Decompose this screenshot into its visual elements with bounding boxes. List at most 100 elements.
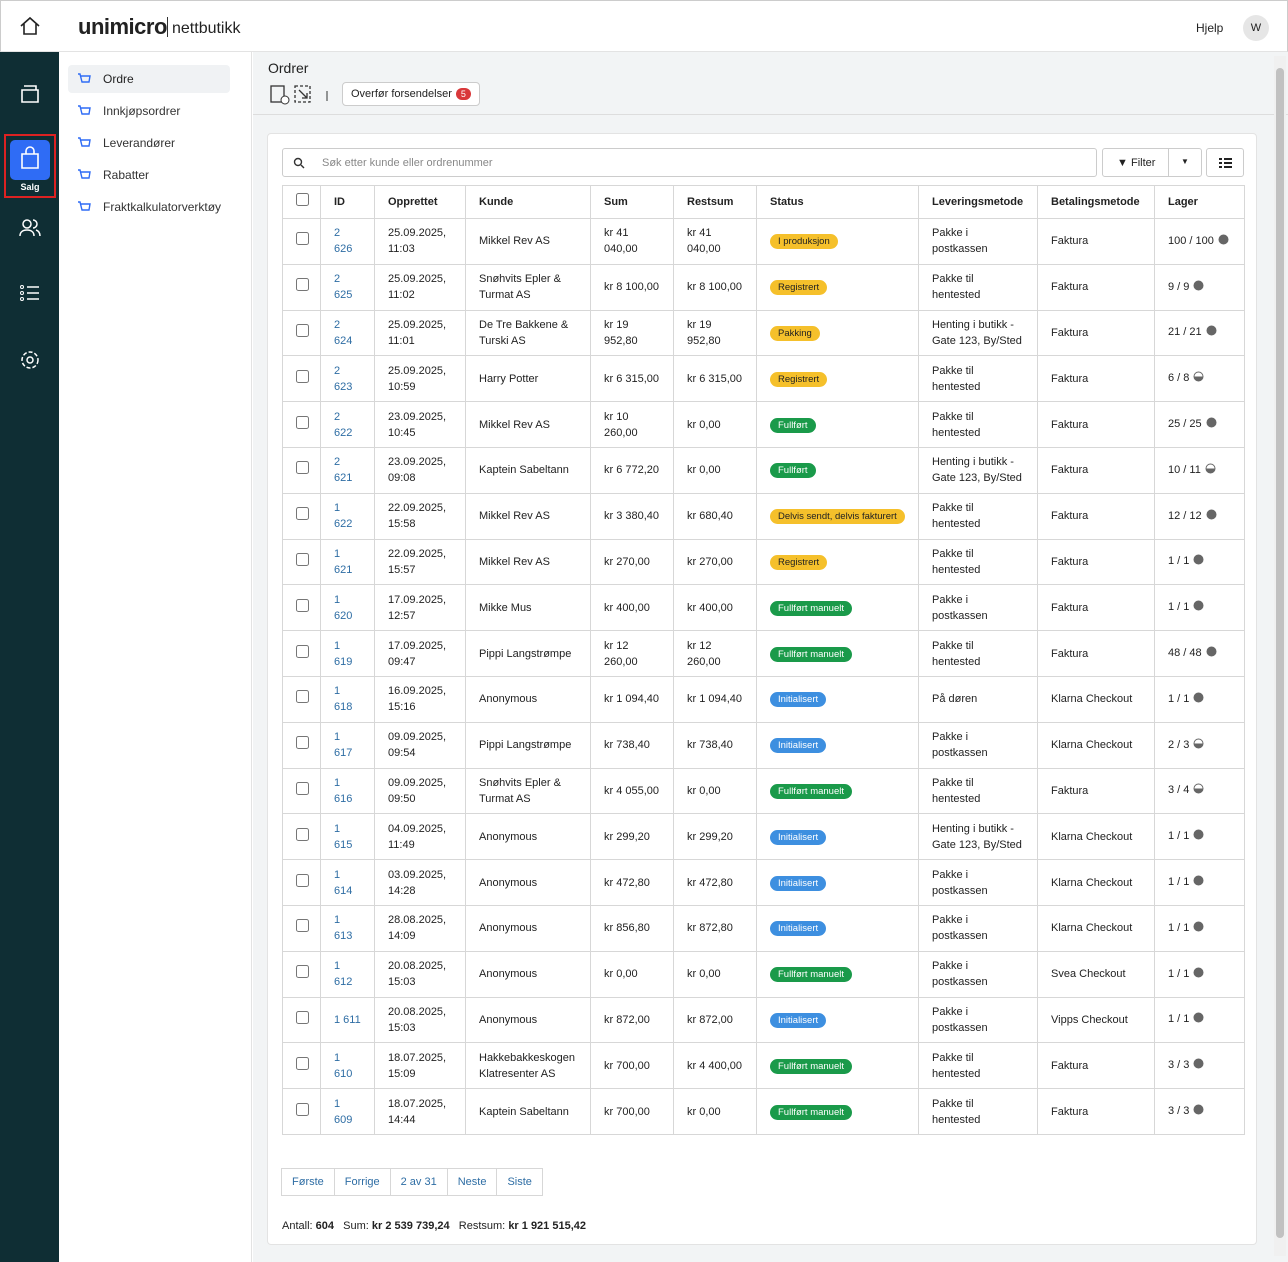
row-select[interactable] bbox=[282, 859, 321, 906]
status-badge: Registrert bbox=[770, 371, 828, 387]
id[interactable]: 1 615 bbox=[334, 822, 353, 851]
column-header[interactable]: Status bbox=[756, 185, 919, 219]
order-row[interactable]: 1 620 17.09.2025, 12:57 Mikke Mus kr 400,00… bbox=[282, 584, 1245, 632]
id[interactable]: 2 625 bbox=[334, 273, 353, 302]
id[interactable]: 1 622 bbox=[334, 502, 353, 531]
id[interactable]: 1 612 bbox=[334, 960, 353, 989]
order-row[interactable]: 2 625 25.09.2025, 11:02 Snøhvits Epler & T… bbox=[282, 263, 1245, 311]
row-select[interactable] bbox=[282, 813, 321, 861]
id[interactable]: 1 617 bbox=[334, 731, 353, 760]
row-select[interactable] bbox=[282, 401, 321, 448]
order-row[interactable]: 1 611 20.08.2025, 15:03 Anonymous kr 872,00… bbox=[282, 996, 1245, 1044]
column-header[interactable]: Leveringsmetode bbox=[918, 185, 1038, 219]
rail-icon[interactable] bbox=[18, 82, 42, 106]
rail-icon[interactable] bbox=[18, 216, 42, 240]
nav-item[interactable]: Fraktkalkulatorverktøy bbox=[68, 193, 230, 221]
help-link[interactable]: Hjelp bbox=[1196, 21, 1224, 35]
order-row[interactable]: 1 617 09.09.2025, 09:54 Pippi Langstrømpe k… bbox=[282, 721, 1245, 769]
sum: kr 400,00 bbox=[604, 601, 650, 614]
order-row[interactable]: 2 622 23.09.2025, 10:45 Mikkel Rev AS kr 10… bbox=[282, 401, 1245, 448]
rail-icon[interactable] bbox=[18, 348, 42, 372]
id[interactable]: 1 620 bbox=[334, 593, 353, 622]
cell-sum: kr 3 380,40 bbox=[590, 492, 674, 540]
order-row[interactable]: 1 619 17.09.2025, 09:47 Pippi Langstrømpe k… bbox=[282, 630, 1245, 677]
home-icon[interactable] bbox=[19, 16, 41, 36]
order-row[interactable]: 1 615 04.09.2025, 11:49 Anonymous kr 299,20… bbox=[282, 813, 1245, 861]
view-toggle[interactable] bbox=[1206, 148, 1244, 177]
id[interactable]: 1 610 bbox=[334, 1051, 353, 1080]
row-select[interactable] bbox=[282, 538, 321, 586]
row-select[interactable] bbox=[282, 1088, 321, 1135]
row-select[interactable] bbox=[282, 584, 321, 632]
page-button[interactable]: Siste bbox=[496, 1168, 543, 1196]
column-header[interactable]: Kunde bbox=[465, 185, 591, 219]
row-select[interactable] bbox=[282, 355, 321, 403]
stock-text: 3 / 4 bbox=[1168, 784, 1190, 797]
id[interactable]: 1 621 bbox=[334, 547, 353, 576]
order-row[interactable]: 1 610 18.07.2025, 15:09 Hakkebakkeskogen K… bbox=[282, 1042, 1245, 1090]
active-rail[interactable]: Salg bbox=[4, 134, 56, 198]
row-select[interactable] bbox=[282, 309, 321, 357]
order-row[interactable]: 1 616 09.09.2025, 09:50 Snøhvits Epler & T… bbox=[282, 767, 1245, 815]
row-select[interactable] bbox=[282, 630, 321, 677]
row-select[interactable] bbox=[282, 263, 321, 311]
search-box[interactable]: Søk etter kunde eller ordrenummer bbox=[282, 148, 1097, 177]
id[interactable]: 2 622 bbox=[334, 410, 353, 439]
filter-button[interactable]: ▼ Filter ▼ bbox=[1102, 148, 1202, 177]
id[interactable]: 2 626 bbox=[334, 227, 353, 256]
nav-item[interactable]: Ordre bbox=[68, 65, 230, 93]
id[interactable]: 1 613 bbox=[334, 914, 353, 943]
row-select[interactable] bbox=[282, 904, 321, 952]
row-select[interactable] bbox=[282, 950, 321, 998]
rail-icon[interactable] bbox=[18, 281, 42, 305]
order-row[interactable]: 1 622 22.09.2025, 15:58 Mikkel Rev AS kr 3 … bbox=[282, 492, 1245, 540]
id[interactable]: 1 611 bbox=[334, 1013, 361, 1026]
id[interactable]: 1 619 bbox=[334, 639, 353, 668]
order-row[interactable]: 1 609 18.07.2025, 14:44 Kaptein Sabeltann k… bbox=[282, 1088, 1245, 1135]
order-row[interactable]: 2 623 25.09.2025, 10:59 Harry Potter kr 6 3… bbox=[282, 355, 1245, 403]
order-row[interactable]: 2 621 23.09.2025, 09:08 Kaptein Sabeltann k… bbox=[282, 446, 1245, 494]
nav-item[interactable]: Innkjøpsordrer bbox=[68, 97, 230, 125]
order-row[interactable]: 1 613 28.08.2025, 14:09 Anonymous kr 856,80… bbox=[282, 904, 1245, 952]
row-select[interactable] bbox=[282, 996, 321, 1044]
id[interactable]: 2 623 bbox=[334, 364, 353, 393]
transfer-button[interactable]: Overfør forsendelser 5 bbox=[342, 82, 480, 106]
column-header[interactable]: Betalingsmetode bbox=[1037, 185, 1155, 219]
id[interactable]: 1 609 bbox=[334, 1097, 353, 1126]
row-select[interactable] bbox=[282, 721, 321, 769]
row-select[interactable] bbox=[282, 218, 321, 265]
row-select[interactable] bbox=[282, 446, 321, 494]
stock-text: 48 / 48 bbox=[1168, 647, 1202, 660]
toolbar-icons[interactable] bbox=[269, 84, 329, 106]
id[interactable]: 2 621 bbox=[334, 456, 353, 485]
order-row[interactable]: 2 626 25.09.2025, 11:03 Mikkel Rev AS kr 41… bbox=[282, 218, 1245, 265]
id[interactable]: 1 618 bbox=[334, 685, 353, 714]
column-header[interactable]: Lager bbox=[1154, 185, 1245, 219]
row-select[interactable] bbox=[282, 1042, 321, 1090]
avatar[interactable]: W bbox=[1243, 15, 1269, 41]
row-select[interactable] bbox=[282, 675, 321, 723]
page-button[interactable]: 2 av 31 bbox=[389, 1168, 448, 1196]
row-select[interactable] bbox=[282, 492, 321, 540]
nav-item[interactable]: Leverandører bbox=[68, 129, 230, 157]
id[interactable]: 2 624 bbox=[334, 318, 353, 347]
stock-icon bbox=[1193, 829, 1204, 843]
order-row[interactable]: 2 624 25.09.2025, 11:01 De Tre Bakkene & T… bbox=[282, 309, 1245, 357]
id[interactable]: 1 614 bbox=[334, 868, 353, 897]
page-button[interactable]: Forrige bbox=[333, 1168, 391, 1196]
order-row[interactable]: 1 612 20.08.2025, 15:03 Anonymous kr 0,00 kr… bbox=[282, 950, 1245, 998]
column-header[interactable]: Restsum bbox=[673, 185, 757, 219]
select-all[interactable] bbox=[282, 185, 321, 219]
order-row[interactable]: 1 618 16.09.2025, 15:16 Anonymous kr 1 094,… bbox=[282, 675, 1245, 723]
order-row[interactable]: 1 614 03.09.2025, 14:28 Anonymous kr 472,80… bbox=[282, 859, 1245, 906]
page-button[interactable]: Neste bbox=[446, 1168, 498, 1196]
created: 04.09.2025, 11:49 bbox=[388, 822, 447, 851]
nav-item[interactable]: Rabatter bbox=[68, 161, 230, 189]
column-header[interactable]: ID bbox=[320, 185, 375, 219]
page-button[interactable]: Første bbox=[281, 1168, 335, 1196]
order-row[interactable]: 1 621 22.09.2025, 15:57 Mikkel Rev AS kr 27… bbox=[282, 538, 1245, 586]
column-header[interactable]: Opprettet bbox=[374, 185, 466, 219]
row-select[interactable] bbox=[282, 767, 321, 815]
id[interactable]: 1 616 bbox=[334, 776, 353, 805]
column-header[interactable]: Sum bbox=[590, 185, 674, 219]
